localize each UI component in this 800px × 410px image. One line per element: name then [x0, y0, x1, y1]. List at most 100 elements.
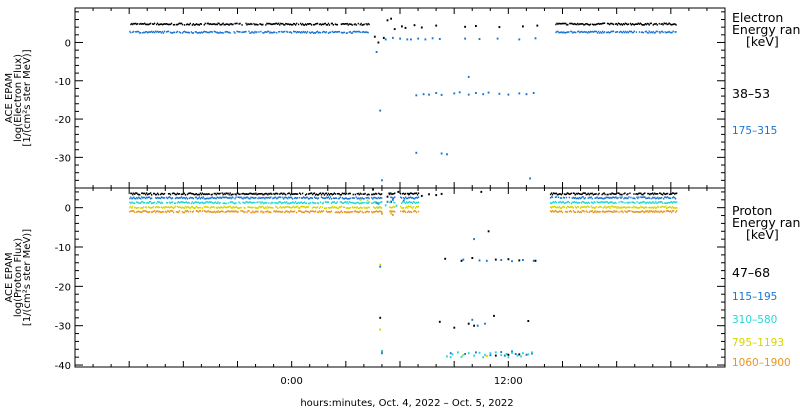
data-point: [343, 206, 345, 209]
data-point: [227, 31, 229, 34]
data-point: [191, 197, 193, 199]
data-point: [185, 206, 188, 209]
data-point: [360, 202, 362, 205]
data-point: [675, 24, 677, 26]
data-point: [565, 207, 568, 209]
data-point: [222, 202, 224, 205]
data-point: [613, 206, 615, 209]
data-point: [644, 23, 646, 25]
data-point: [624, 192, 626, 194]
data-point: [224, 196, 226, 199]
data-point: [248, 206, 250, 208]
data-point: [670, 31, 672, 34]
data-point: [211, 193, 213, 196]
legend-title-line: [keV]: [746, 227, 779, 242]
data-point: [661, 196, 663, 199]
data-point: [142, 23, 144, 25]
data-point: [664, 202, 666, 204]
data-point: [261, 201, 263, 203]
data-point: [240, 196, 242, 198]
data-point: [268, 22, 270, 25]
data-point: [192, 197, 194, 200]
data-point: [185, 196, 188, 199]
data-point: [236, 22, 238, 25]
data-point: [196, 206, 198, 209]
data-point: [637, 207, 639, 209]
data-point: [595, 206, 597, 208]
data-point: [257, 193, 259, 195]
data-point: [602, 22, 605, 25]
data-point: [341, 23, 343, 25]
data-point: [227, 202, 229, 204]
data-point: [343, 31, 345, 34]
data-point: [403, 207, 405, 209]
data-point: [146, 192, 148, 194]
data-point: [663, 22, 665, 24]
data-point: [580, 206, 582, 208]
data-point: [351, 206, 353, 208]
data-point: [656, 202, 658, 205]
data-point: [212, 202, 214, 205]
data-point: [354, 206, 356, 209]
data-point: [141, 201, 143, 203]
data-point: [634, 23, 636, 25]
data-point: [616, 210, 618, 213]
data-point: [299, 31, 301, 33]
data-point: [213, 202, 215, 204]
data-point: [139, 197, 141, 199]
data-point: [610, 22, 613, 25]
data-point: [297, 202, 299, 204]
data-point: [652, 30, 654, 33]
data-point: [288, 196, 290, 199]
legend-entry: 47–68: [732, 265, 770, 280]
data-point: [572, 23, 574, 25]
data-point: [290, 196, 292, 199]
data-point: [204, 202, 206, 204]
data-point: [642, 206, 644, 208]
data-point: [197, 193, 199, 196]
data-point: [632, 23, 634, 26]
data-point: [288, 23, 290, 25]
data-point: [564, 193, 567, 196]
data-point: [263, 211, 265, 213]
data-point: [412, 193, 415, 195]
data-point: [662, 193, 664, 196]
data-point: [183, 211, 186, 214]
data-point: [340, 205, 342, 208]
data-point: [334, 30, 336, 33]
data-point: [160, 196, 163, 198]
data-point: [592, 202, 594, 205]
data-point: [571, 22, 573, 25]
data-point: [260, 206, 262, 209]
data-point: [317, 197, 320, 199]
data-point: [374, 211, 376, 213]
data-point: [579, 211, 581, 213]
data-point: [265, 206, 267, 208]
data-point: [645, 206, 647, 208]
data-point: [549, 193, 552, 196]
data-point: [333, 197, 335, 200]
data-point: [142, 200, 144, 203]
data-point: [285, 206, 287, 208]
data-point: [393, 28, 396, 31]
data-point: [640, 31, 642, 34]
data-point: [647, 32, 649, 34]
data-point: [296, 202, 298, 205]
data-point: [239, 206, 241, 209]
data-point: [381, 207, 383, 209]
data-point: [394, 196, 396, 198]
data-point: [303, 197, 306, 199]
data-point: [241, 210, 243, 212]
data-point: [529, 177, 531, 180]
data-point: [338, 206, 340, 208]
data-point: [253, 32, 255, 34]
data-point: [259, 23, 261, 25]
data-point: [250, 32, 252, 34]
data-point: [616, 207, 618, 209]
data-point: [555, 210, 558, 213]
data-point: [257, 24, 259, 26]
data-point: [388, 192, 391, 195]
data-point: [341, 192, 343, 195]
data-point: [609, 196, 611, 199]
data-point: [265, 202, 267, 204]
